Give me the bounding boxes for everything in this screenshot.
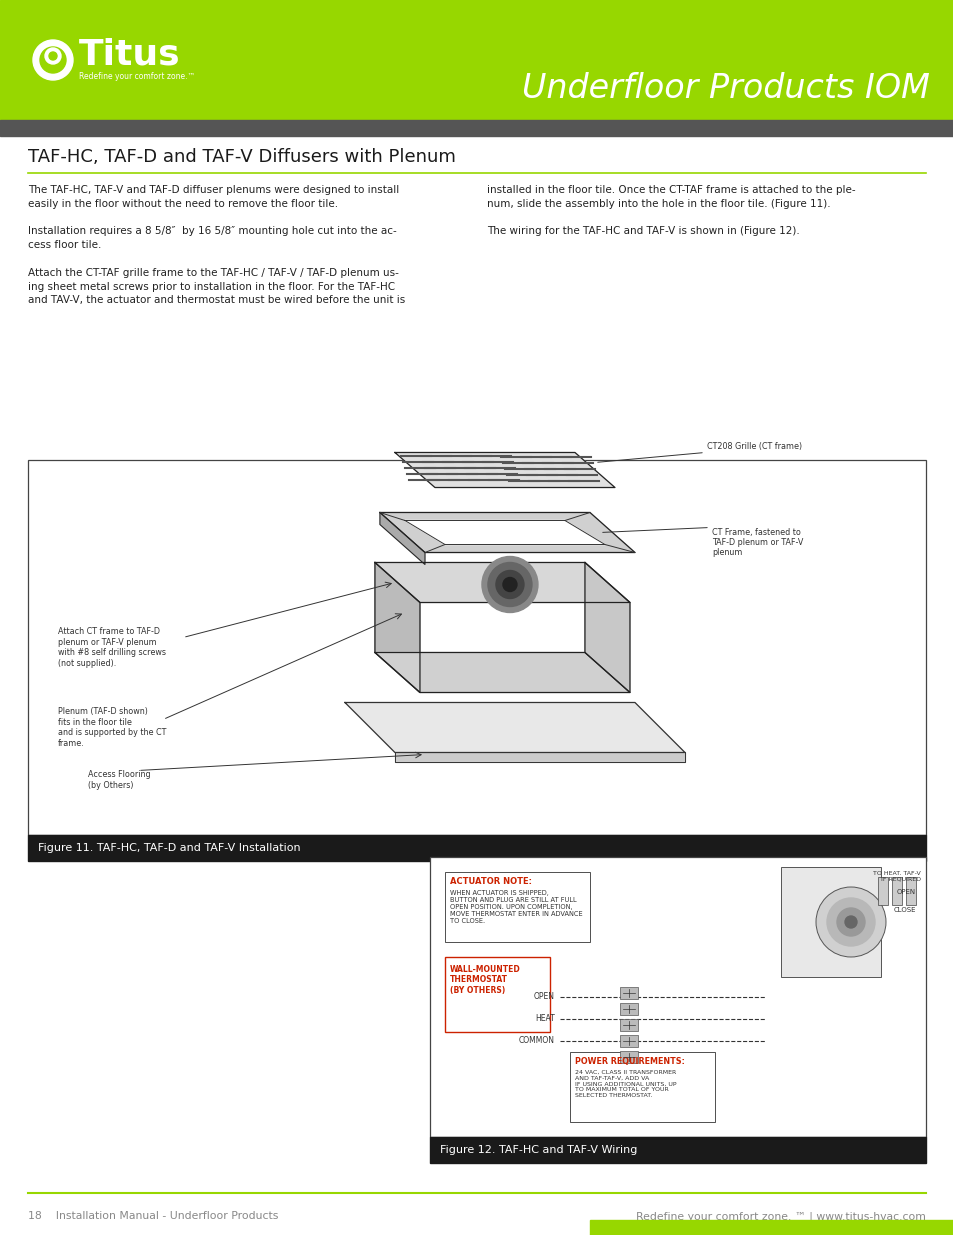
Bar: [619, 1019, 638, 1031]
Circle shape: [844, 916, 856, 927]
Text: TAF-HC, TAF-D and TAF-V Diffusers with Plenum: TAF-HC, TAF-D and TAF-V Diffusers with P…: [28, 148, 456, 165]
Text: OPEN: OPEN: [896, 889, 915, 895]
Polygon shape: [379, 513, 424, 564]
Circle shape: [33, 40, 73, 80]
Text: and TAV-V, the actuator and thermostat must be wired before the unit is: and TAV-V, the actuator and thermostat m…: [28, 295, 405, 305]
Circle shape: [49, 52, 57, 61]
Text: The TAF-HC, TAF-V and TAF-D diffuser plenums were designed to install: The TAF-HC, TAF-V and TAF-D diffuser ple…: [28, 185, 399, 195]
Circle shape: [487, 562, 532, 606]
Bar: [444, 872, 589, 942]
Bar: [430, 857, 925, 1137]
Bar: [28, 835, 925, 861]
Text: cess floor tile.: cess floor tile.: [28, 240, 101, 251]
Text: Attach the CT-TAF grille frame to the TAF-HC / TAF-V / TAF-D plenum us-: Attach the CT-TAF grille frame to the TA…: [28, 268, 398, 278]
Text: COMMON: COMMON: [518, 1036, 555, 1046]
Text: TO HEAT. TAF-V
IF REQUIRED: TO HEAT. TAF-V IF REQUIRED: [872, 871, 920, 882]
Text: CLOSE: CLOSE: [893, 906, 915, 913]
Text: Redefine your comfort zone.™: Redefine your comfort zone.™: [79, 72, 195, 80]
Bar: [444, 957, 550, 1032]
Bar: [619, 1035, 638, 1047]
Text: CT Frame, fastened to
TAF-D plenum or TAF-V
plenum: CT Frame, fastened to TAF-D plenum or TA…: [711, 527, 802, 557]
Text: 18    Installation Manual - Underfloor Products: 18 Installation Manual - Underfloor Prod…: [28, 1212, 278, 1221]
Bar: [905, 877, 915, 905]
Text: Underfloor Products IOM: Underfloor Products IOM: [521, 72, 929, 105]
Text: Figure 11. TAF-HC, TAF-D and TAF-V Installation: Figure 11. TAF-HC, TAF-D and TAF-V Insta…: [38, 844, 300, 853]
Text: easily in the floor without the need to remove the floor tile.: easily in the floor without the need to …: [28, 199, 337, 209]
Text: The wiring for the TAF-HC and TAF-V is shown in (Figure 12).: The wiring for the TAF-HC and TAF-V is s…: [486, 226, 799, 236]
Polygon shape: [375, 652, 629, 693]
Polygon shape: [404, 520, 604, 545]
Polygon shape: [395, 452, 615, 488]
Bar: [589, 1220, 953, 1235]
Bar: [619, 1003, 638, 1015]
Polygon shape: [345, 703, 684, 752]
Circle shape: [496, 571, 523, 599]
Circle shape: [826, 898, 874, 946]
Text: 24 VAC, CLASS II TRANSFORMER
AND TAF-TAF-V, ADD VA
IF USING ADDITIONAL UNITS, UP: 24 VAC, CLASS II TRANSFORMER AND TAF-TAF…: [575, 1070, 676, 1098]
Text: HEAT: HEAT: [535, 1014, 555, 1024]
Text: WALL-MOUNTED
THERMOSTAT
(BY OTHERS): WALL-MOUNTED THERMOSTAT (BY OTHERS): [450, 965, 520, 995]
Text: Plenum (TAF-D shown)
fits in the floor tile
and is supported by the CT
frame.: Plenum (TAF-D shown) fits in the floor t…: [58, 708, 166, 747]
Polygon shape: [379, 513, 635, 552]
Text: POWER REQUIREMENTS:: POWER REQUIREMENTS:: [575, 1057, 684, 1066]
Text: CT208 Grille (CT frame): CT208 Grille (CT frame): [706, 441, 801, 451]
Polygon shape: [375, 562, 629, 603]
Bar: [569, 1052, 714, 1123]
Polygon shape: [395, 752, 684, 762]
Circle shape: [502, 578, 517, 592]
Bar: [619, 987, 638, 999]
Text: num, slide the assembly into the hole in the floor tile. (Figure 11).: num, slide the assembly into the hole in…: [486, 199, 830, 209]
Polygon shape: [584, 562, 629, 693]
Text: Attach CT frame to TAF-D
plenum or TAF-V plenum
with #8 self drilling screws
(no: Attach CT frame to TAF-D plenum or TAF-V…: [58, 627, 166, 668]
Text: Figure 12. TAF-HC and TAF-V Wiring: Figure 12. TAF-HC and TAF-V Wiring: [439, 1145, 637, 1155]
Bar: [430, 1137, 925, 1163]
Text: Access Flooring
(by Others): Access Flooring (by Others): [88, 771, 151, 790]
Bar: [877, 877, 887, 905]
Text: Titus: Titus: [79, 37, 180, 70]
Bar: [28, 459, 925, 835]
Circle shape: [836, 908, 864, 936]
Text: ACTUATOR NOTE:: ACTUATOR NOTE:: [450, 877, 532, 885]
Circle shape: [481, 557, 537, 613]
Circle shape: [40, 47, 66, 73]
Text: Installation requires a 8 5/8″  by 16 5/8″ mounting hole cut into the ac-: Installation requires a 8 5/8″ by 16 5/8…: [28, 226, 396, 236]
Bar: [619, 1051, 638, 1063]
Text: WHEN ACTUATOR IS SHIPPED,
BUTTON AND PLUG ARE STILL AT FULL
OPEN POSITION. UPON : WHEN ACTUATOR IS SHIPPED, BUTTON AND PLU…: [450, 890, 582, 924]
Text: ing sheet metal screws prior to installation in the floor. For the TAF-HC: ing sheet metal screws prior to installa…: [28, 282, 395, 291]
Text: Redefine your comfort zone. ™ | www.titus-hvac.com: Redefine your comfort zone. ™ | www.titu…: [636, 1212, 925, 1221]
Text: installed in the floor tile. Once the CT-TAF frame is attached to the ple-: installed in the floor tile. Once the CT…: [486, 185, 855, 195]
Bar: [891, 877, 901, 905]
Polygon shape: [375, 562, 419, 693]
Bar: [0, 120, 953, 136]
Circle shape: [45, 48, 61, 64]
Text: OPEN: OPEN: [534, 993, 555, 1002]
Circle shape: [815, 887, 885, 957]
Bar: [0, 0, 953, 120]
Bar: [781, 867, 880, 977]
